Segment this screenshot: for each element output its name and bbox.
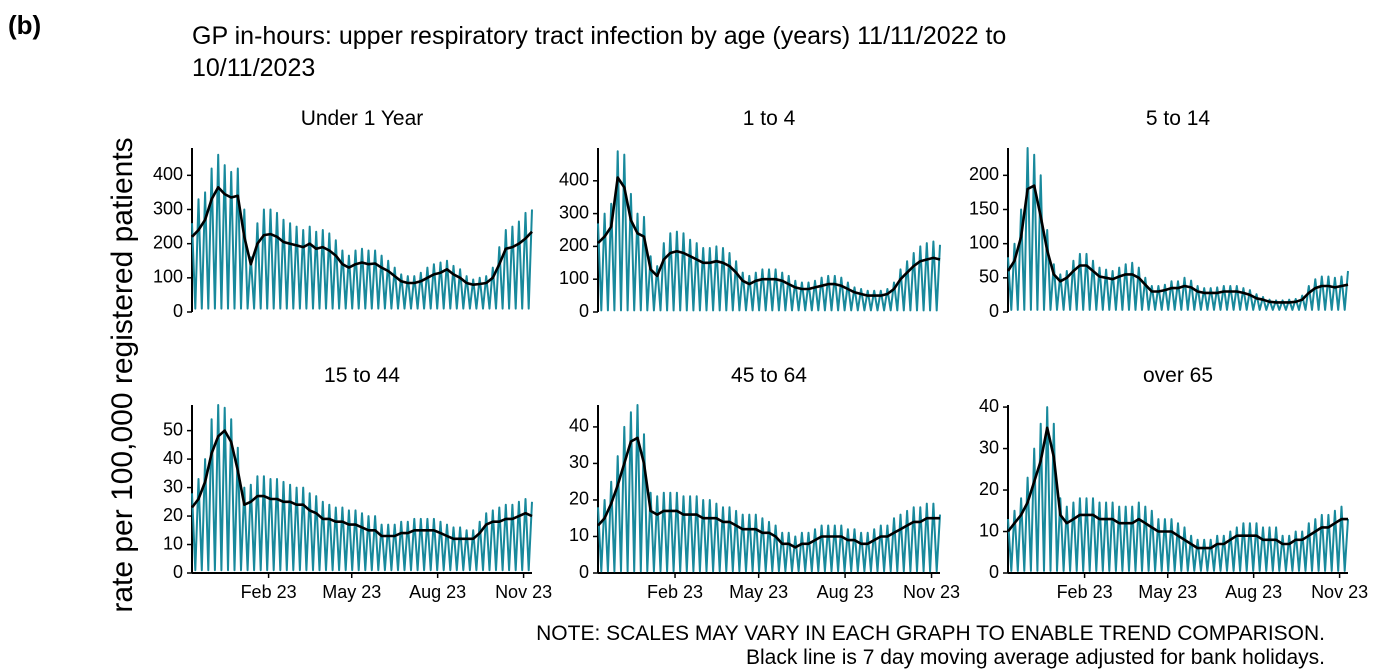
y-tick-label: 0 xyxy=(579,562,589,582)
y-tick-label: 40 xyxy=(163,448,183,468)
y-tick-label: 0 xyxy=(579,301,589,321)
y-tick-label: 30 xyxy=(163,476,183,496)
daily-line xyxy=(1007,406,1349,572)
y-axis-label: rate per 100,000 registered patients xyxy=(106,137,139,612)
y-tick-label: 100 xyxy=(153,267,183,287)
moving-average-line xyxy=(1006,184,1349,304)
x-tick-label: Feb 23 xyxy=(647,582,703,602)
x-tick-label: Aug 23 xyxy=(409,582,466,602)
daily-line xyxy=(191,404,533,572)
y-tick-label: 0 xyxy=(173,562,183,582)
x-tick-label: Nov 23 xyxy=(495,582,552,602)
note: NOTE: SCALES MAY VARY IN EACH GRAPH TO E… xyxy=(536,622,1325,645)
chart-title: 10/11/2023 xyxy=(192,54,315,82)
y-tick-label: 50 xyxy=(979,267,999,287)
y-tick-label: 300 xyxy=(153,198,183,218)
x-tick-label: May 23 xyxy=(322,582,381,602)
y-tick-label: 100 xyxy=(559,268,589,288)
panel-title: over 65 xyxy=(1143,364,1213,387)
y-tick-label: 150 xyxy=(969,198,999,218)
x-tick-label: Nov 23 xyxy=(1311,582,1368,602)
y-tick-label: 400 xyxy=(153,164,183,184)
y-tick-label: 100 xyxy=(969,232,999,252)
y-tick-label: 30 xyxy=(569,452,589,472)
y-tick-label: 10 xyxy=(163,533,183,553)
x-tick-label: Nov 23 xyxy=(903,582,960,602)
x-tick-label: Aug 23 xyxy=(1225,582,1282,602)
y-tick-label: 50 xyxy=(163,419,183,439)
y-tick-label: 0 xyxy=(173,301,183,321)
x-tick-label: May 23 xyxy=(1138,582,1197,602)
y-tick-label: 40 xyxy=(569,416,589,436)
x-tick-label: Feb 23 xyxy=(1057,582,1113,602)
panel-title: Under 1 Year xyxy=(301,107,424,130)
panel-label: (b) xyxy=(8,10,41,40)
y-tick-label: 40 xyxy=(979,396,999,416)
y-tick-label: 200 xyxy=(969,164,999,184)
daily-line xyxy=(597,404,941,573)
y-tick-label: 200 xyxy=(153,232,183,252)
panel-title: 45 to 64 xyxy=(731,364,807,387)
y-tick-label: 10 xyxy=(979,520,999,540)
y-tick-label: 400 xyxy=(559,170,589,190)
y-tick-label: 30 xyxy=(979,437,999,457)
daily-line xyxy=(597,150,941,312)
y-tick-label: 0 xyxy=(989,562,999,582)
y-tick-label: 0 xyxy=(989,301,999,321)
x-tick-label: May 23 xyxy=(729,582,788,602)
panel-title: 15 to 44 xyxy=(324,364,400,387)
daily-line xyxy=(1007,147,1349,311)
moving-average-line xyxy=(190,429,533,541)
y-tick-label: 20 xyxy=(569,489,589,509)
y-tick-label: 10 xyxy=(569,525,589,545)
moving-average-line xyxy=(191,186,533,286)
x-tick-label: Aug 23 xyxy=(817,582,874,602)
panel-title: 1 to 4 xyxy=(743,107,796,130)
moving-average-line xyxy=(597,176,941,297)
y-tick-label: 200 xyxy=(559,235,589,255)
y-tick-label: 20 xyxy=(979,479,999,499)
daily-line xyxy=(191,153,533,310)
moving-average-line xyxy=(597,436,940,549)
panel-title: 5 to 14 xyxy=(1146,107,1211,130)
y-tick-label: 20 xyxy=(163,505,183,525)
x-tick-label: Feb 23 xyxy=(241,582,297,602)
note: Black line is 7 day moving average adjus… xyxy=(746,646,1325,669)
moving-average-line xyxy=(1006,426,1348,550)
y-tick-label: 300 xyxy=(559,202,589,222)
chart-title: GP in-hours: upper respiratory tract inf… xyxy=(192,22,1006,50)
